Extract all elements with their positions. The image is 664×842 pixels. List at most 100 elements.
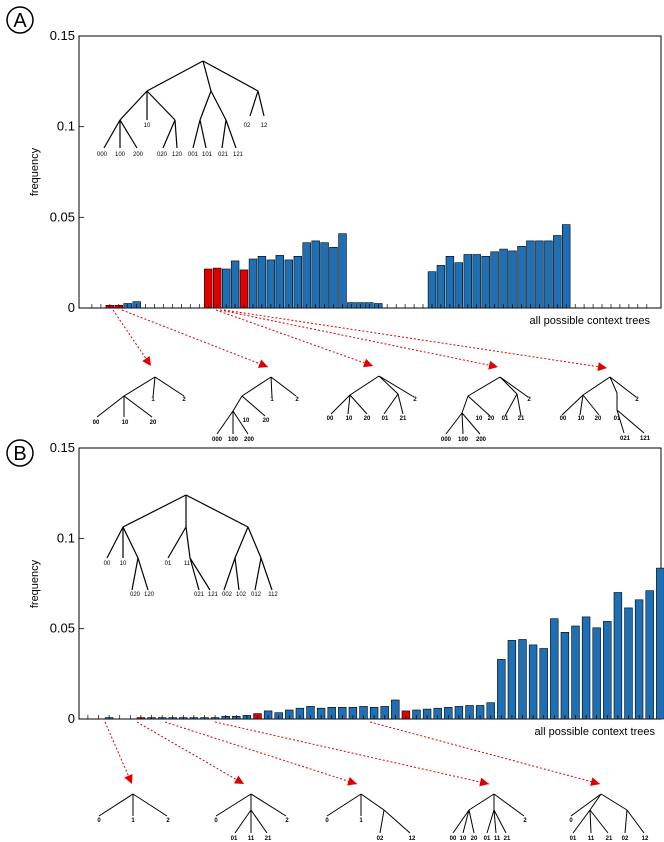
tree-leaf-label: 20 xyxy=(471,836,478,842)
tree-leaf-label: 11 xyxy=(184,561,191,567)
tree-leaf-label: 021 xyxy=(218,152,229,158)
bar xyxy=(507,640,517,720)
panel-a-arrows xyxy=(112,309,608,372)
tree-leaf-label: 21 xyxy=(400,416,407,422)
bar xyxy=(275,255,284,309)
pointer-arrowhead xyxy=(363,358,373,368)
tree-leaf-label: 00 xyxy=(104,561,111,567)
panel-b-x-axis-title: all possible context trees xyxy=(535,726,656,738)
y-tick-label: 0.1 xyxy=(57,119,75,134)
tree-leaf-label: 10 xyxy=(120,561,127,567)
panel-a-bars xyxy=(105,224,571,309)
y-tick-label: 0 xyxy=(68,300,75,315)
panel-a-plot-frame xyxy=(78,35,662,309)
pointer-arrow-line xyxy=(112,309,152,367)
bar xyxy=(465,705,474,720)
bar xyxy=(581,616,591,720)
tree-leaf-label: 20 xyxy=(364,416,371,422)
tree-leaf-label: 2 xyxy=(635,397,639,403)
bar xyxy=(320,242,329,309)
tree-leaf-label: 00 xyxy=(450,836,457,842)
tree-leaf-label: 01 xyxy=(382,416,389,422)
panel-a-x-ticks xyxy=(91,304,648,308)
tree-leaf-label: 10 xyxy=(144,123,151,129)
bar xyxy=(475,705,485,720)
bar xyxy=(634,599,644,720)
tree-b1 xyxy=(98,793,168,817)
tree-leaf-label: 2 xyxy=(527,397,531,403)
y-tick-label: 0.1 xyxy=(57,530,75,545)
bar xyxy=(445,255,455,309)
tree-leaf-label: 01 xyxy=(231,836,238,842)
tree-b4 xyxy=(452,793,525,834)
y-tick-label: 0.05 xyxy=(50,209,75,224)
tree-leaf-label: 2 xyxy=(182,397,186,403)
tree-leaf-label: 21 xyxy=(606,836,613,842)
panel-a-badge xyxy=(6,6,34,34)
tree-leaf-label: 200 xyxy=(133,152,144,158)
tree-leaf-label: 1 xyxy=(270,397,274,403)
tree-leaf-label: 20 xyxy=(488,416,495,422)
bar xyxy=(592,627,601,720)
tree-leaf-label: 2 xyxy=(295,397,299,403)
tree-leaf-label: 200 xyxy=(244,437,255,443)
tree-leaf-label: 001 xyxy=(188,152,199,158)
bar xyxy=(338,233,347,309)
tree-leaf-label: 10 xyxy=(460,836,467,842)
tree-leaf-label: 0 xyxy=(569,818,573,824)
tree-leaf-label: 012 xyxy=(251,592,262,598)
tree-leaf-label: 10 xyxy=(122,420,129,426)
pointer-arrowhead xyxy=(488,360,498,370)
tree-leaf-label: 200 xyxy=(476,437,487,443)
panel-b-badge xyxy=(6,439,34,467)
tree-b5 xyxy=(570,793,645,834)
bar xyxy=(508,250,517,309)
tree-leaf-label: 11 xyxy=(248,836,255,842)
pointer-arrowhead xyxy=(233,775,244,784)
pointer-arrowhead xyxy=(597,362,607,372)
tree-leaf-label: 112 xyxy=(268,592,278,598)
bar xyxy=(463,254,472,309)
tree-leaf-label: 0 xyxy=(214,818,218,824)
bar xyxy=(266,259,276,309)
tree-leaf-label: 01 xyxy=(502,416,509,422)
bar xyxy=(553,235,562,309)
bar xyxy=(239,269,249,309)
tree-a3 xyxy=(330,375,415,415)
pointer-arrow-line xyxy=(215,309,374,367)
tree-a1 xyxy=(96,376,185,418)
bar xyxy=(624,607,633,720)
bar xyxy=(472,254,481,309)
bar xyxy=(561,224,571,309)
bar xyxy=(517,246,526,309)
pointer-arrowhead xyxy=(590,777,600,787)
tree-leaf-label: 2 xyxy=(523,818,527,824)
bar xyxy=(645,590,654,720)
bar xyxy=(481,255,490,309)
bar xyxy=(311,240,320,309)
panel-b-letter: B xyxy=(13,443,26,465)
bar xyxy=(526,240,535,309)
tree-leaf-label: 000 xyxy=(441,437,452,443)
bar xyxy=(490,251,499,309)
pointer-arrow-line xyxy=(219,309,499,368)
bar xyxy=(550,618,559,720)
pointer-arrow-line xyxy=(121,309,269,368)
panel-b-context-tree-labels: 0 1 2 001 11 212 0 102 12 00 10 20 01 11 212 001 11 21 02 1… xyxy=(97,818,649,842)
tree-leaf-label: 00 xyxy=(560,416,567,422)
bar xyxy=(248,258,258,309)
tree-leaf-label: 121 xyxy=(208,592,219,598)
tree-leaf-label: 21 xyxy=(518,416,525,422)
tree-leaf-label: 000 xyxy=(97,152,108,158)
panel-b: B 0 0.05 0.1 0.15 frequency all possible co… xyxy=(6,439,664,842)
panel-b-context-trees xyxy=(98,793,645,834)
pointer-arrowhead xyxy=(479,777,489,787)
bar xyxy=(571,625,580,720)
pointer-arrow-line xyxy=(136,721,245,785)
panel-a-y-axis-title: frequency xyxy=(29,147,41,196)
tree-leaf-label: 121 xyxy=(233,152,244,158)
pointer-arrowhead xyxy=(347,776,357,786)
panel-a-inset-tree xyxy=(103,60,265,149)
tree-leaf-label: 20 xyxy=(263,418,270,424)
